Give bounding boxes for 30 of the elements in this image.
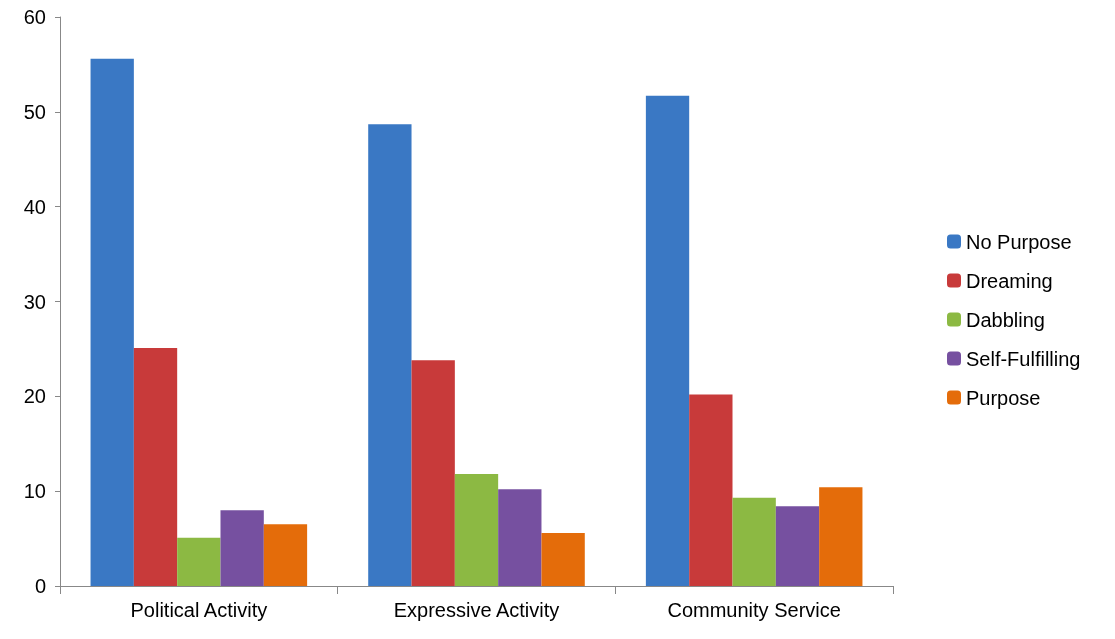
y-tick-label: 30 [23,290,46,313]
legend-label: Purpose [966,386,1041,409]
legend-label: Self-Fulfilling [966,347,1081,370]
bar [411,360,455,586]
bar [263,524,308,586]
bar [645,95,690,586]
bar [368,124,412,586]
y-tick-label: 40 [23,195,46,218]
bar [541,532,585,586]
bar [775,506,820,586]
x-tick-label: Political Activity [130,599,268,621]
bar [454,474,499,586]
y-tick-label: 60 [23,6,46,28]
legend-label: Dabbling [966,308,1045,331]
bar [220,510,264,586]
y-tick-label: 10 [23,480,46,503]
y-tick-label: 20 [23,385,46,408]
bar [498,489,542,586]
y-tick-label: 50 [23,100,46,123]
legend-label: No Purpose [966,230,1072,253]
y-tick-label: 0 [34,575,46,597]
bar [689,394,733,586]
bar [819,487,863,586]
bar [732,497,776,586]
bar [177,537,221,586]
legend-label: Dreaming [966,269,1053,292]
bar [133,347,178,586]
x-tick-label: Expressive Activity [393,599,560,621]
bar [90,58,134,586]
x-tick-label: Community Service [667,599,841,621]
